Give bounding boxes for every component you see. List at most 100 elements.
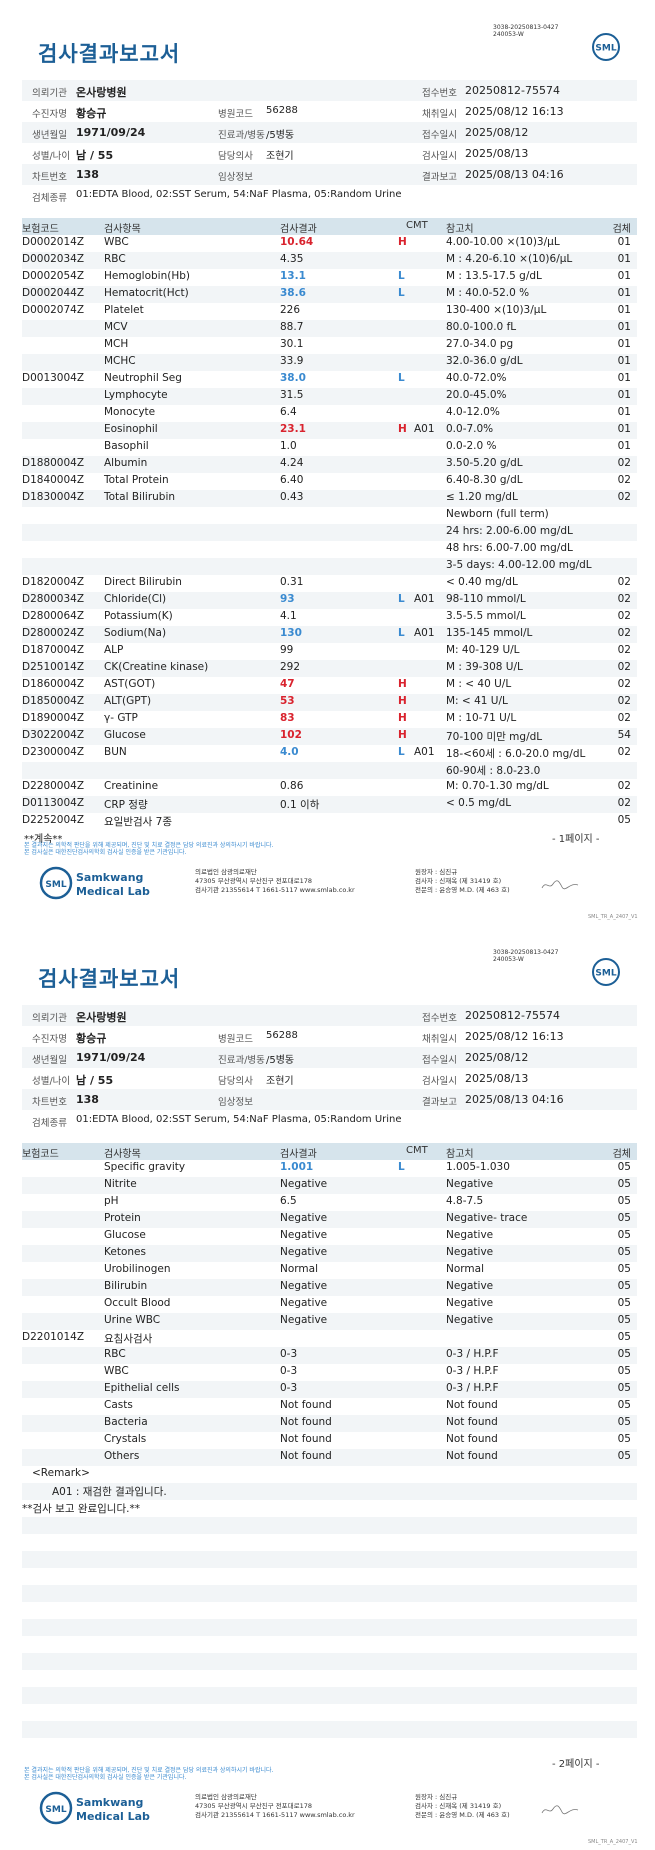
samkwang-logo-icon: SML Samkwang Medical Lab <box>39 866 150 900</box>
info-row: 차트번호 138 임상정보 결과보고 2025/08/13 04:16 <box>22 1089 637 1110</box>
table-row: Epithelial cells 0-3 0-3 / H.P.F 05 <box>22 1381 637 1398</box>
test-item: Casts <box>104 1399 133 1411</box>
test-item: Bacteria <box>104 1416 148 1428</box>
svg-text:Samkwang: Samkwang <box>76 871 143 884</box>
test-item: Creatinine <box>104 780 159 792</box>
table-row: 3-5 days: 4.00-12.00 mg/dL <box>22 558 637 575</box>
result-flag: L <box>398 593 405 605</box>
test-item: CK(Creatine kinase) <box>104 661 209 673</box>
document-number: 3038-20250813-0427 240053-W <box>493 949 559 963</box>
insurance-code: D0113004Z <box>22 797 85 809</box>
result-flag: L <box>398 372 405 384</box>
specimen-code: 05 <box>617 1382 631 1394</box>
test-result: Not found <box>280 1399 332 1411</box>
table-row: D2800024Z Sodium(Na) 130 L A01 135-145 mmol/L… <box>22 626 637 643</box>
specimen-code: 05 <box>617 1195 631 1207</box>
signature-icon <box>541 880 579 890</box>
test-result: Negative <box>280 1212 328 1224</box>
test-item: Sodium(Na) <box>104 627 167 639</box>
insurance-code: D2800064Z <box>22 610 85 622</box>
test-item: Potassium(K) <box>104 610 173 622</box>
insurance-code: D0002034Z <box>22 253 85 265</box>
test-result: Not found <box>280 1450 332 1462</box>
svg-text:SML: SML <box>595 969 616 979</box>
test-result: 292 <box>280 661 301 673</box>
report-done-row: **검사 보고 완료입니다.** <box>22 1500 637 1517</box>
specimen-code: 01 <box>617 287 631 299</box>
page-number: - 2페이지 - <box>552 1759 600 1770</box>
specimen-code: 02 <box>617 712 631 724</box>
insurance-code: D0002044Z <box>22 287 85 299</box>
test-item: WBC <box>104 236 129 248</box>
table-row: Eosinophil 23.1 H A01 0.0-7.0% 01 <box>22 422 637 439</box>
blank-row <box>22 1670 637 1687</box>
results-table-page-2: Specific gravity 1.001 L 1.005-1.030 05 Nitri… <box>22 1160 637 1755</box>
test-result: 0-3 <box>280 1365 298 1377</box>
info-row: 성별/나이 남 / 55 담당의사 조현기 검사일시 2025/08/13 <box>32 147 529 162</box>
test-item: Glucose <box>104 1229 146 1241</box>
test-result: 4.0 <box>280 746 299 758</box>
insurance-code: D1820004Z <box>22 576 85 588</box>
table-row: Bilirubin Negative Negative 05 <box>22 1279 637 1296</box>
result-flag: H <box>398 729 407 741</box>
table-row: Bacteria Not found Not found 05 <box>22 1415 637 1432</box>
test-result: Not found <box>280 1433 332 1445</box>
results-table-page-1: D0002014Z WBC 10.64 H 4.00-10.00 ×(10)3/µL 01… <box>22 235 637 830</box>
test-item: Protein <box>104 1212 141 1224</box>
test-item: Specific gravity <box>104 1161 186 1173</box>
test-item: Urobilinogen <box>104 1263 171 1275</box>
remark-title-row: <Remark> <box>22 1466 637 1483</box>
specimen-code: 02 <box>617 627 631 639</box>
test-item: MCH <box>104 338 129 350</box>
insurance-code: D1830004Z <box>22 491 85 503</box>
table-row: D1830004Z Total Bilirubin 0.43 ≤ 1.20 mg/dL… <box>22 490 637 507</box>
table-row: Basophil 1.0 0.0-2.0 % 01 <box>22 439 637 456</box>
info-row: 의뢰기관 온사랑병원 접수번호 20250812-75574 <box>22 80 637 101</box>
reference-range: 6.40-8.30 g/dL <box>446 474 523 486</box>
test-result: 0.31 <box>280 576 304 588</box>
reference-range: 135-145 mmol/L <box>446 627 533 639</box>
blank-row <box>22 1534 637 1551</box>
test-item: Direct Bilirubin <box>104 576 182 588</box>
table-row: Others Not found Not found 05 <box>22 1449 637 1466</box>
test-result: 99 <box>280 644 294 656</box>
table-row: Protein Negative Negative- trace 05 <box>22 1211 637 1228</box>
insurance-code: D1860004Z <box>22 678 85 690</box>
form-code: SML_TR_A_2407_V1 <box>588 914 638 920</box>
test-result: Negative <box>280 1229 328 1241</box>
test-result: 1.001 <box>280 1161 314 1173</box>
svg-text:Samkwang: Samkwang <box>76 1796 143 1809</box>
table-row: Urine WBC Negative Negative 05 <box>22 1313 637 1330</box>
specimen-code: 01 <box>617 304 631 316</box>
specimen-code: 05 <box>617 1178 631 1190</box>
svg-text:SML: SML <box>595 44 616 54</box>
result-flag: H <box>398 423 407 435</box>
test-result: 6.4 <box>280 406 297 418</box>
test-item: Total Bilirubin <box>104 491 176 503</box>
specimen-code: 54 <box>617 729 631 741</box>
test-item: ALP <box>104 644 124 656</box>
specimen-code: 02 <box>617 678 631 690</box>
lab-staff: 원장자 : 심진규 검사자 : 신재옥 (제 31419 호) 전문의 : 윤승… <box>415 868 510 894</box>
reference-range: Negative <box>446 1297 494 1309</box>
specimen-code: 05 <box>617 1263 631 1275</box>
form-code: SML_TR_A_2407_V1 <box>588 1839 638 1845</box>
table-row: D0113004Z CRP 정량 0.1 이하 < 0.5 mg/dL 02 <box>22 796 637 813</box>
table-row: Monocyte 6.4 4.0-12.0% 01 <box>22 405 637 422</box>
reference-range: 0-3 / H.P.F <box>446 1348 499 1360</box>
test-result: 30.1 <box>280 338 304 350</box>
specimen-code: 01 <box>617 423 631 435</box>
test-item: CRP 정량 <box>104 799 148 811</box>
remark-title: <Remark> <box>32 1467 90 1479</box>
patient-info: 의뢰기관 온사랑병원 접수번호 20250812-75574 수진자명 황승규 … <box>22 80 637 206</box>
test-item: MCV <box>104 321 128 333</box>
reference-range: 1.005-1.030 <box>446 1161 510 1173</box>
report-page-1: 검사결과보고서 3038-20250813-0427 240053-W SML … <box>22 24 638 920</box>
table-row: Specific gravity 1.001 L 1.005-1.030 05 <box>22 1160 637 1177</box>
specimen-code: 02 <box>617 797 631 809</box>
test-result: 47 <box>280 678 295 690</box>
test-item: BUN <box>104 746 127 758</box>
test-result: 4.35 <box>280 253 304 265</box>
reference-range: Normal <box>446 1263 484 1275</box>
reference-range: 70-100 미만 mg/dL <box>446 731 543 743</box>
